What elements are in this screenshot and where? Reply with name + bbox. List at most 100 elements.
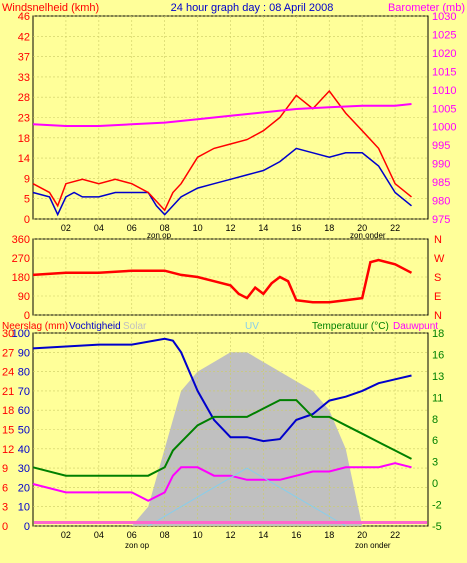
wind-direction-grid <box>33 238 428 316</box>
temperature-tick-label: -5 <box>432 521 442 533</box>
humidity-tick-label: 10 <box>18 502 30 514</box>
wind-direction-left-ticks: 360 270 180 90 0 <box>12 234 30 322</box>
humidity-tick-label: 100 <box>12 328 30 340</box>
x-tick-label: 22 <box>390 223 400 233</box>
humidity-tick-label: 70 <box>18 386 30 398</box>
x-tick-label: 10 <box>193 223 203 233</box>
wind-tick-label: 28 <box>18 92 30 104</box>
x-tick-label: 06 <box>127 530 137 540</box>
barometer-tick-label: 1005 <box>432 103 456 115</box>
barometer-axis-title: Barometer (mb) <box>388 2 465 14</box>
solar-title: Solar <box>123 321 147 332</box>
humidity-tick-label: 60 <box>18 405 30 417</box>
temp-humidity-lines <box>32 337 412 527</box>
neerslag-title: Neerslag (mm) <box>2 321 68 332</box>
series-line-barometer <box>32 103 412 127</box>
zon-onder-label-2: zon onder <box>355 541 391 550</box>
temperature-tick-label: 16 <box>432 349 444 361</box>
neerslag-tick-label: 21 <box>2 386 14 398</box>
temperature-tick-label: 0 <box>432 478 438 490</box>
barometer-tick-label: 975 <box>432 214 450 226</box>
x-tick-label: 10 <box>193 530 203 540</box>
barometer-tick-label: 990 <box>432 159 450 171</box>
wind-lines <box>32 89 412 217</box>
humidity-tick-label: 0 <box>24 521 30 533</box>
neerslag-tick-label: 6 <box>2 482 8 494</box>
x-tick-label: 14 <box>258 530 268 540</box>
neerslag-tick-label: 0 <box>2 521 8 533</box>
x-tick-label: 04 <box>94 530 104 540</box>
barometer-tick-label: 1025 <box>432 29 456 41</box>
direction-tick-label: 180 <box>12 272 30 284</box>
humidity-tick-label: 90 <box>18 347 30 359</box>
series-line-windrichting <box>32 258 413 304</box>
series-line-temperatuur <box>32 399 412 477</box>
barometer-tick-label: 985 <box>432 177 450 189</box>
zon-onder-label-1: zon onder <box>350 231 386 240</box>
x-tick-label: 18 <box>324 223 334 233</box>
x-tick-label: 22 <box>390 530 400 540</box>
neerslag-tick-label: 3 <box>2 502 8 514</box>
neerslag-tick-label: 18 <box>2 405 14 417</box>
neerslag-tick-label: 12 <box>2 444 14 456</box>
temperature-right-ticks: 18 16 13 11 8 6 3 0 -2 -5 <box>432 328 444 533</box>
barometer-tick-label: 1030 <box>432 11 456 23</box>
x-tick-label: 04 <box>94 223 104 233</box>
series-line-windvlaag <box>32 89 412 212</box>
series-line-windsnelheid <box>32 147 412 217</box>
wind-left-ticks: 46 42 37 33 28 23 18 14 9 5 0 <box>18 11 30 226</box>
x-tick-label: 08 <box>160 223 170 233</box>
x-tick-label: 02 <box>61 223 71 233</box>
uv-title: UV <box>245 321 259 332</box>
barometer-tick-label: 1000 <box>432 122 456 134</box>
humidity-tick-label: 40 <box>18 444 30 456</box>
direction-tick-label: 0 <box>24 310 30 322</box>
neerslag-tick-label: 27 <box>2 347 14 359</box>
x-tick-label: 16 <box>291 530 301 540</box>
humidity-tick-label: 80 <box>18 367 30 379</box>
barometer-right-ticks: 1030 1025 1020 1015 1010 1005 1000 995 990 985 980… <box>432 11 456 226</box>
barometer-tick-label: 995 <box>432 140 450 152</box>
humidity-tick-label: 30 <box>18 463 30 475</box>
zon-op-label-1: zon op <box>147 231 172 240</box>
temperature-tick-label: 11 <box>432 392 443 404</box>
wind-axis-title: Windsnelheid (kmh) <box>2 2 99 14</box>
series-line-vochtigheid <box>32 337 412 443</box>
x-tick-label: 16 <box>291 223 301 233</box>
x-tick-label: 20 <box>357 530 367 540</box>
solar-area-fill <box>131 352 363 526</box>
wind-tick-label: 5 <box>24 194 30 206</box>
temp-x-ticks: 02 04 06 08 10 12 14 16 18 20 22 <box>61 530 400 540</box>
graph-title: 24 hour graph day : 08 April 2008 <box>171 2 334 14</box>
x-tick-label: 08 <box>160 530 170 540</box>
x-tick-label: 06 <box>127 223 137 233</box>
humidity-tick-label: 20 <box>18 482 30 494</box>
temperature-tick-label: 13 <box>432 371 444 383</box>
neerslag-tick-label: 15 <box>2 425 14 437</box>
wind-tick-label: 46 <box>18 11 30 23</box>
wind-panel-grid <box>33 15 428 220</box>
direction-tick-label: 360 <box>12 234 30 246</box>
temperature-tick-label: -2 <box>432 500 442 512</box>
x-tick-label: 20 <box>357 223 367 233</box>
series-line-uv <box>147 467 346 527</box>
wind-tick-label: 14 <box>18 153 30 165</box>
temperatuur-title: Temperatuur (°C) <box>312 321 389 332</box>
neerslag-tick-label: 30 <box>2 328 14 340</box>
temperature-tick-label: 18 <box>432 328 444 340</box>
wind-tick-label: 42 <box>18 31 30 43</box>
barometer-tick-label: 1010 <box>432 85 456 97</box>
neerslag-tick-label: 9 <box>2 463 8 475</box>
wind-tick-label: 9 <box>24 173 30 185</box>
compass-label: E <box>434 291 441 303</box>
neerslag-bar <box>34 521 427 524</box>
x-tick-label: 12 <box>225 530 235 540</box>
temperature-tick-label: 3 <box>432 457 438 469</box>
compass-label: N <box>434 234 442 246</box>
wind-direction-lines <box>32 258 413 304</box>
temperature-tick-label: 8 <box>432 414 438 426</box>
neerslag-tick-label: 24 <box>2 367 14 379</box>
